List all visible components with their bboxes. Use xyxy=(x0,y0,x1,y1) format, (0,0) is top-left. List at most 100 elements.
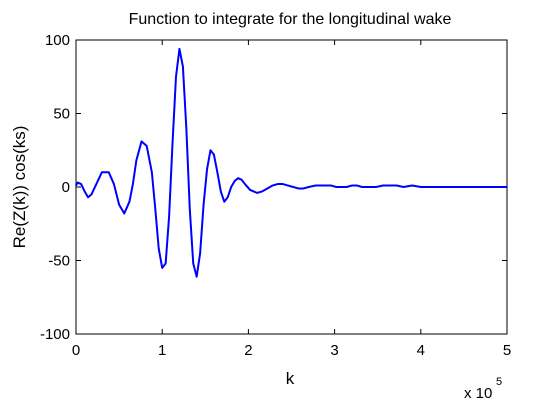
data-point xyxy=(107,171,110,174)
data-point xyxy=(168,215,170,218)
data-point xyxy=(216,171,219,174)
data-point xyxy=(76,181,79,184)
x-tick-label: 1 xyxy=(158,342,166,359)
data-point xyxy=(171,142,174,144)
x-multiplier-base: x 10 xyxy=(464,385,492,400)
data-point xyxy=(261,190,263,193)
data-point xyxy=(282,183,284,185)
data-point xyxy=(135,159,138,162)
x-axis-label: k xyxy=(286,369,295,388)
data-point xyxy=(75,184,77,187)
x-multiplier-exponent: 5 xyxy=(496,376,502,388)
data-point xyxy=(185,127,188,129)
data-point xyxy=(154,208,157,210)
data-point xyxy=(209,149,212,152)
data-point xyxy=(123,212,126,215)
data-point xyxy=(140,140,143,143)
data-point xyxy=(132,183,134,185)
data-point xyxy=(87,196,89,199)
data-point xyxy=(445,186,448,188)
data-point xyxy=(182,65,184,68)
data-point xyxy=(145,145,148,147)
data-point xyxy=(175,75,177,78)
data-point xyxy=(292,186,295,188)
data-point xyxy=(244,183,246,185)
data-point xyxy=(506,186,508,188)
x-tick-label: 2 xyxy=(244,342,252,359)
data-point xyxy=(361,186,363,188)
data-point xyxy=(271,184,274,187)
data-point xyxy=(202,203,205,206)
x-tick-label: 0 xyxy=(72,342,80,359)
data-point xyxy=(266,187,269,190)
y-tick-label: 0 xyxy=(62,179,70,196)
data-point xyxy=(101,171,103,174)
data-point xyxy=(276,183,279,185)
data-point xyxy=(233,180,236,182)
data-point xyxy=(382,184,384,187)
data-point xyxy=(195,275,198,278)
data-point xyxy=(164,262,167,265)
data-point xyxy=(480,186,482,188)
data-point xyxy=(356,184,358,187)
data-point xyxy=(335,186,338,188)
data-point xyxy=(420,186,422,188)
data-point xyxy=(463,186,465,188)
data-point xyxy=(157,247,160,250)
data-point xyxy=(192,262,195,265)
data-point xyxy=(488,186,491,188)
data-point xyxy=(188,208,191,210)
data-point xyxy=(226,196,229,199)
data-point xyxy=(402,186,405,188)
x-tick-label: 3 xyxy=(330,342,338,359)
data-point xyxy=(368,186,370,188)
data-point xyxy=(213,153,215,156)
y-tick-label: 50 xyxy=(53,106,70,123)
data-points xyxy=(75,48,508,278)
data-point xyxy=(297,187,300,190)
data-point xyxy=(437,186,439,188)
x-tick-label: 4 xyxy=(417,342,425,359)
data-point xyxy=(113,183,115,185)
data-point xyxy=(428,186,431,188)
data-point xyxy=(128,200,131,203)
data-point xyxy=(199,252,201,254)
data-point xyxy=(314,184,317,187)
data-point xyxy=(90,193,93,196)
y-axis-label: Re(Z(k)) cos(ks) xyxy=(10,126,29,249)
data-point xyxy=(249,189,251,191)
y-tick-label: -50 xyxy=(48,253,70,270)
data-point xyxy=(330,184,332,187)
data-point xyxy=(395,184,398,187)
data-point xyxy=(375,186,377,188)
data-point xyxy=(320,184,322,187)
data-point xyxy=(94,186,96,188)
data-point xyxy=(388,184,391,187)
data-point xyxy=(83,190,86,193)
data-point xyxy=(240,178,243,181)
data-point xyxy=(80,183,82,185)
data-point xyxy=(220,190,222,193)
data-point xyxy=(411,184,413,187)
y-tick-label: 100 xyxy=(45,32,70,49)
y-tick-label: -100 xyxy=(40,326,70,343)
y-tick-labels: -100 -50 0 50 100 xyxy=(40,32,70,343)
data-point xyxy=(325,184,327,187)
data-point xyxy=(206,168,208,171)
data-point xyxy=(471,186,474,188)
x-tick-label: 5 xyxy=(503,342,511,359)
data-point xyxy=(302,187,305,190)
data-point xyxy=(237,177,239,179)
data-point xyxy=(287,184,289,187)
data-point xyxy=(454,186,457,188)
chart-title: Function to integrate for the longitudin… xyxy=(129,11,452,28)
x-tick-labels: 0 1 2 3 4 5 xyxy=(72,342,511,359)
data-point xyxy=(256,192,258,194)
data-point xyxy=(345,186,348,188)
data-point xyxy=(340,186,343,188)
data-point xyxy=(118,203,120,206)
data-point xyxy=(351,184,353,187)
data-point xyxy=(307,186,310,188)
data-point xyxy=(151,171,153,174)
